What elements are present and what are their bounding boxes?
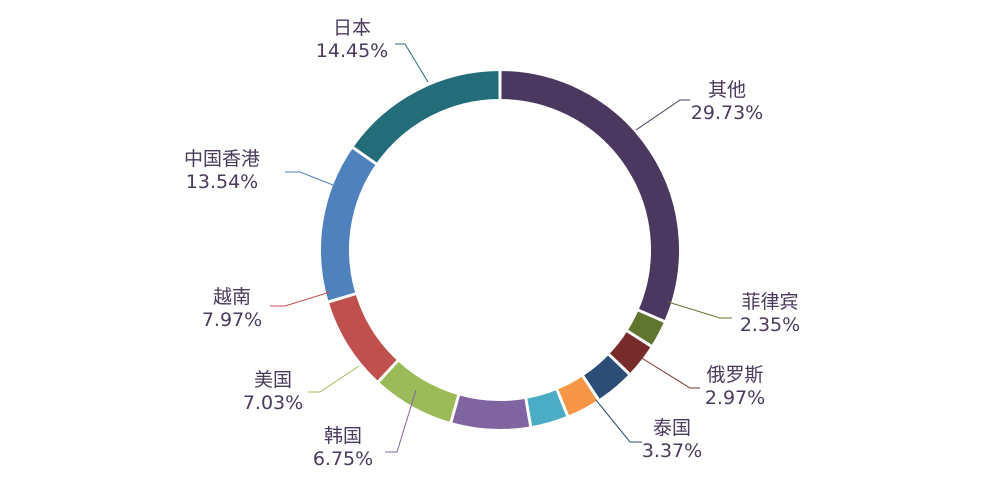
leader-line	[595, 399, 642, 443]
donut-slice-越南	[326, 292, 400, 384]
leader-line	[639, 356, 700, 389]
leader-line	[308, 365, 360, 393]
slice-label-name: 其他	[708, 79, 746, 101]
slice-label-name: 中国香港	[184, 148, 260, 170]
slice-label-value: 2.35%	[740, 314, 800, 336]
slice-label-value: 14.45%	[316, 40, 388, 62]
slice-label-name: 泰国	[653, 417, 691, 439]
leader-line	[285, 171, 334, 186]
slice-label-name: 俄罗斯	[706, 364, 763, 386]
leader-line	[635, 99, 690, 131]
leader-line	[270, 291, 331, 307]
leader-line	[667, 301, 732, 319]
leaders-layer	[270, 43, 732, 453]
slice-label-name: 美国	[254, 369, 292, 391]
donut-slice-其他	[499, 68, 681, 323]
leader-line	[395, 43, 429, 83]
slices-layer	[319, 68, 681, 431]
slice-label-name: 韩国	[324, 425, 362, 447]
slice-label-value: 2.97%	[705, 387, 765, 409]
slice-label-value: 7.97%	[202, 309, 262, 331]
donut-slice-日本	[351, 68, 501, 166]
slice-label-name: 菲律宾	[741, 291, 798, 313]
slice-label-name: 越南	[213, 286, 251, 308]
slice-label-name: 日本	[333, 17, 371, 39]
slice-label-value: 13.54%	[186, 171, 258, 193]
donut-slice-韩国	[449, 393, 532, 431]
slice-label-value: 3.37%	[642, 440, 702, 462]
leader-line	[385, 389, 417, 453]
slice-label-value: 29.73%	[691, 102, 763, 124]
donut-slice-中国香港	[319, 146, 379, 303]
slice-label-value: 6.75%	[313, 448, 373, 470]
donut-slice-美国	[376, 359, 460, 425]
slice-label-value: 7.03%	[243, 392, 303, 414]
